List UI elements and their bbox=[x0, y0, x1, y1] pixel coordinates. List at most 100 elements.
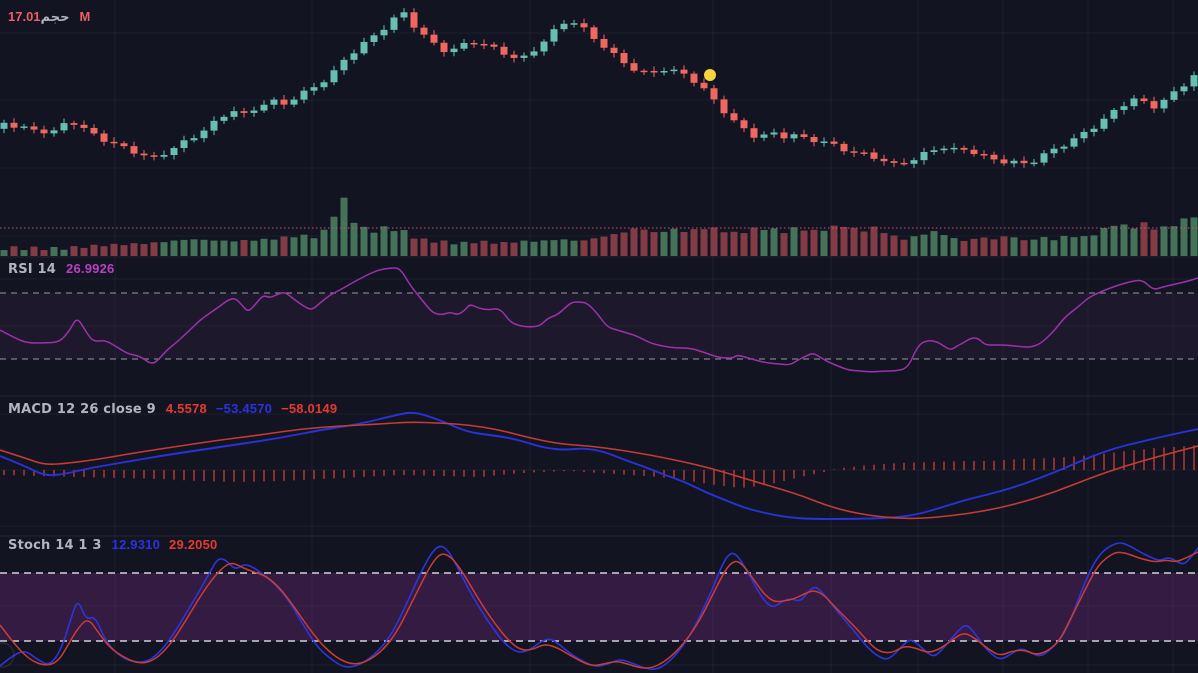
volume-bar bbox=[720, 232, 728, 256]
volume-bar bbox=[230, 241, 238, 256]
volume-bar bbox=[510, 242, 518, 256]
volume-bar bbox=[470, 243, 478, 256]
candle-body bbox=[890, 161, 898, 163]
volume-bar bbox=[860, 231, 868, 256]
volume-bar bbox=[350, 222, 358, 256]
volume-bar bbox=[1130, 228, 1138, 256]
candle-body bbox=[0, 122, 8, 129]
volume-bar bbox=[620, 232, 628, 256]
volume-bar bbox=[180, 239, 188, 256]
volume-bar bbox=[630, 228, 638, 256]
volume-bar bbox=[790, 227, 798, 256]
candle-body bbox=[240, 111, 248, 113]
candle-body bbox=[820, 141, 828, 143]
candle-body bbox=[200, 130, 208, 139]
candle-body bbox=[690, 73, 698, 83]
candle-body bbox=[300, 90, 308, 100]
candle-body bbox=[520, 55, 528, 58]
candle-body bbox=[790, 134, 798, 139]
volume-bar bbox=[570, 240, 578, 256]
candle-body bbox=[780, 132, 788, 139]
stoch-legend[interactable]: Stoch 14 1 3 12.9310 29.2050 bbox=[8, 537, 226, 553]
volume-bar bbox=[460, 241, 468, 256]
candle-body bbox=[100, 133, 108, 142]
volume-bar bbox=[880, 233, 888, 256]
candle-body bbox=[30, 126, 38, 130]
volume-bar bbox=[260, 238, 268, 256]
volume-bar bbox=[690, 229, 698, 256]
volume-pane bbox=[0, 197, 1198, 256]
volume-bar bbox=[750, 227, 758, 256]
volume-bar bbox=[170, 240, 178, 256]
volume-bar bbox=[320, 229, 328, 256]
volume-bar bbox=[920, 234, 928, 256]
volume-bar bbox=[1110, 225, 1118, 256]
volume-bar bbox=[820, 230, 828, 256]
volume-bar bbox=[10, 246, 18, 256]
candle-body bbox=[560, 23, 568, 30]
candle-body bbox=[610, 47, 618, 54]
candle-body bbox=[950, 147, 958, 150]
volume-bar bbox=[1040, 236, 1048, 256]
volume-bar bbox=[100, 246, 108, 256]
volume-bar bbox=[900, 239, 908, 256]
volume-bar bbox=[410, 238, 418, 256]
candle-body bbox=[110, 141, 118, 144]
volume-bar bbox=[280, 236, 288, 256]
candle-body bbox=[20, 126, 28, 128]
candle-body bbox=[930, 150, 938, 153]
volume-bar bbox=[50, 246, 58, 256]
candle-body bbox=[370, 35, 378, 42]
macd-legend-value-2: −53.4570 bbox=[215, 401, 273, 416]
volume-bar bbox=[1080, 236, 1088, 256]
candle-body bbox=[650, 70, 658, 73]
volume-bar bbox=[990, 239, 998, 256]
candle-body bbox=[340, 59, 348, 71]
candle-body bbox=[1090, 128, 1098, 132]
candle-body bbox=[810, 137, 818, 143]
volume-bar bbox=[1090, 235, 1098, 256]
volume-bar bbox=[560, 239, 568, 256]
volume-legend[interactable]: حجم17.01M bbox=[8, 9, 100, 25]
volume-bar bbox=[220, 240, 228, 256]
volume-bar bbox=[610, 234, 618, 256]
volume-bar bbox=[740, 233, 748, 256]
candle-body bbox=[1190, 75, 1198, 87]
volume-bar bbox=[360, 226, 368, 256]
candle-body bbox=[490, 44, 498, 47]
candle-body bbox=[590, 27, 598, 39]
volume-bar bbox=[70, 246, 78, 256]
volume-bar bbox=[1170, 226, 1178, 256]
volume-bar bbox=[1000, 236, 1008, 256]
stoch-legend-value-1: 12.9310 bbox=[111, 537, 161, 552]
candle-body bbox=[310, 87, 318, 91]
volume-bar bbox=[600, 236, 608, 256]
volume-bar bbox=[150, 242, 158, 256]
volume-bar bbox=[160, 242, 168, 256]
macd-legend[interactable]: MACD 12 26 close 9 4.5578 −53.4570 −58.0149 bbox=[8, 401, 346, 417]
rsi-legend[interactable]: RSI 14 26.9926 bbox=[8, 261, 123, 277]
candle-body bbox=[910, 160, 918, 164]
candle-body bbox=[540, 41, 548, 52]
candle-body bbox=[290, 99, 298, 105]
candle-body bbox=[1070, 138, 1078, 147]
volume-bar bbox=[190, 239, 198, 256]
volume-bar bbox=[780, 233, 788, 256]
volume-legend-value: 17.01M bbox=[8, 9, 91, 24]
candle-body bbox=[70, 123, 78, 125]
candle-body bbox=[1160, 99, 1168, 109]
candle-body bbox=[640, 70, 648, 73]
macd-legend-value-1: 4.5578 bbox=[165, 401, 207, 416]
volume-bar bbox=[1010, 237, 1018, 256]
candle-body bbox=[130, 146, 138, 154]
volume-bar bbox=[710, 227, 718, 256]
candle-body bbox=[660, 71, 668, 73]
volume-bar bbox=[400, 230, 408, 256]
candle-body bbox=[920, 152, 928, 161]
rsi-legend-title: RSI 14 bbox=[8, 262, 57, 277]
candle-body bbox=[1120, 106, 1128, 110]
volume-bar bbox=[520, 240, 528, 256]
volume-bar bbox=[90, 244, 98, 256]
